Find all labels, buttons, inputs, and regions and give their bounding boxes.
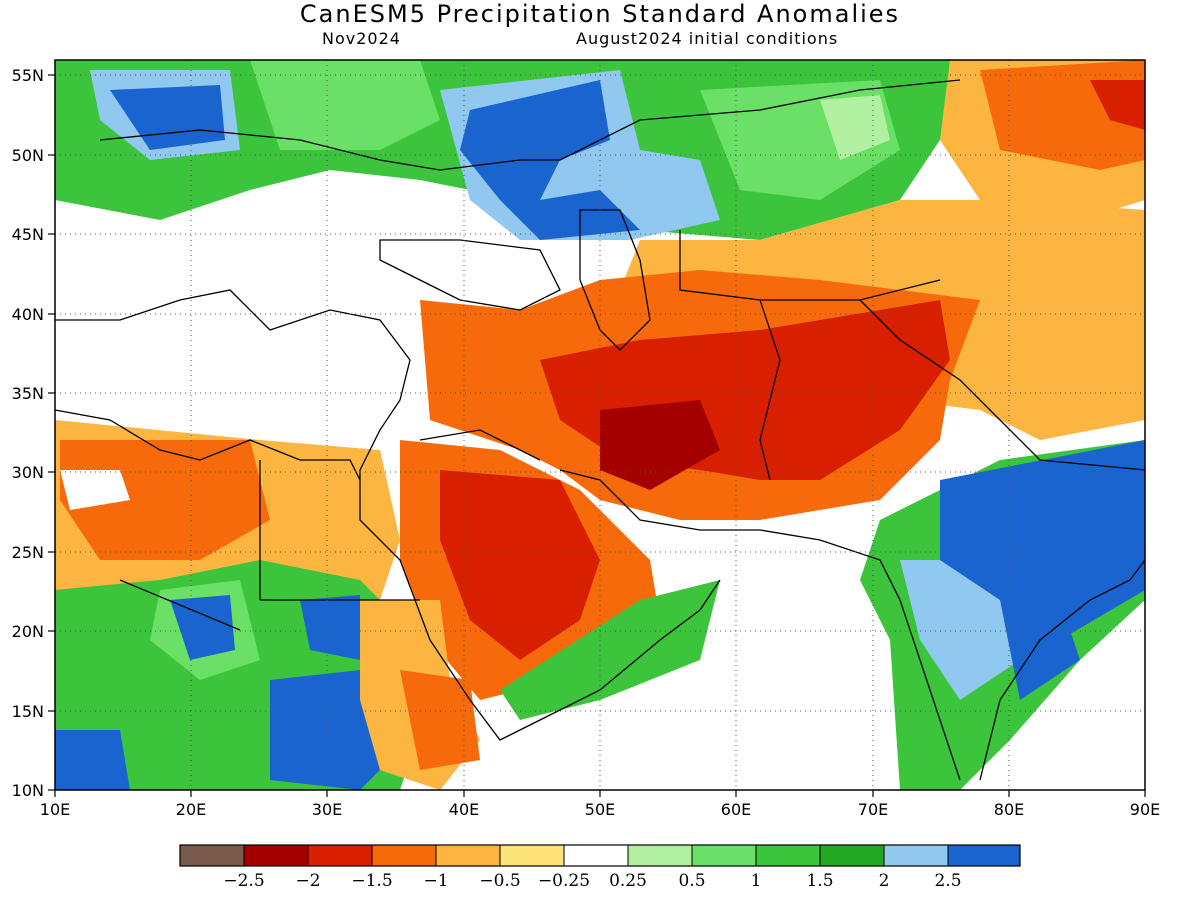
colorbar-label: −0.5 xyxy=(479,871,520,891)
lon-label: 60E xyxy=(721,800,751,819)
colorbar-label: −1.5 xyxy=(351,871,392,891)
colorbar-swatch xyxy=(628,845,692,866)
lon-label: 80E xyxy=(994,800,1024,819)
lon-label: 30E xyxy=(312,800,342,819)
colorbar-swatch xyxy=(564,845,628,866)
colorbar-label: −2 xyxy=(295,871,320,891)
colorbar-label: 1.5 xyxy=(806,871,833,891)
colorbar-label: 0.5 xyxy=(678,871,705,891)
colorbar-swatch xyxy=(756,845,820,866)
colorbar-label: −2.5 xyxy=(223,871,264,891)
colorbar-swatch xyxy=(180,845,244,866)
lat-label: 30N xyxy=(12,463,44,482)
lon-tick-labels: 10E 20E 30E 40E 50E 60E 70E 80E 90E xyxy=(40,800,1160,819)
target-month-label: Nov2024 xyxy=(322,29,401,48)
colorbar-swatch xyxy=(308,845,372,866)
colorbar-swatch xyxy=(372,845,436,866)
lat-label: 15N xyxy=(12,702,44,721)
lat-label: 45N xyxy=(12,225,44,244)
colorbar-swatch xyxy=(884,845,948,866)
lon-label: 20E xyxy=(176,800,206,819)
lat-label: 10N xyxy=(12,781,44,800)
coastline-borders xyxy=(55,79,1145,781)
lat-label: 50N xyxy=(12,146,44,165)
colorbar-swatch xyxy=(692,845,756,866)
colorbar-label: 2 xyxy=(879,871,890,891)
lat-label: 25N xyxy=(12,543,44,562)
lon-label: 50E xyxy=(585,800,615,819)
lon-label: 40E xyxy=(449,800,479,819)
colorbar-label: 0.25 xyxy=(609,871,647,891)
lon-label: 10E xyxy=(40,800,70,819)
colorbar-label: −1 xyxy=(423,871,448,891)
lat-label: 35N xyxy=(12,384,44,403)
lat-tick-labels: 10N 15N 20N 25N 30N 35N 40N 45N 50N 55N xyxy=(12,66,44,800)
colorbar-swatch xyxy=(500,845,564,866)
colorbar-swatch xyxy=(948,845,1020,866)
lat-label: 55N xyxy=(12,66,44,85)
colorbar: −2.5 −2 −1.5 −1 −0.5 −0.25 0.25 0.5 1 1.… xyxy=(179,844,1021,891)
lat-label: 20N xyxy=(12,622,44,641)
colorbar-label: −0.25 xyxy=(538,871,590,891)
lon-label: 70E xyxy=(858,800,888,819)
lat-label: 40N xyxy=(12,305,44,324)
lon-label: 90E xyxy=(1130,800,1160,819)
init-conditions-label: August2024 initial conditions xyxy=(576,29,839,48)
colorbar-swatch xyxy=(820,845,884,866)
colorbar-label: 1 xyxy=(751,871,762,891)
tick-marks xyxy=(48,74,1146,797)
colorbar-swatch xyxy=(436,845,500,866)
colorbar-label: 2.5 xyxy=(934,871,961,891)
gridlines xyxy=(55,60,1145,790)
map-title: CanESM5 Precipitation Standard Anomalies xyxy=(299,0,901,28)
anomaly-shading xyxy=(55,60,1145,790)
colorbar-swatch xyxy=(244,845,308,866)
